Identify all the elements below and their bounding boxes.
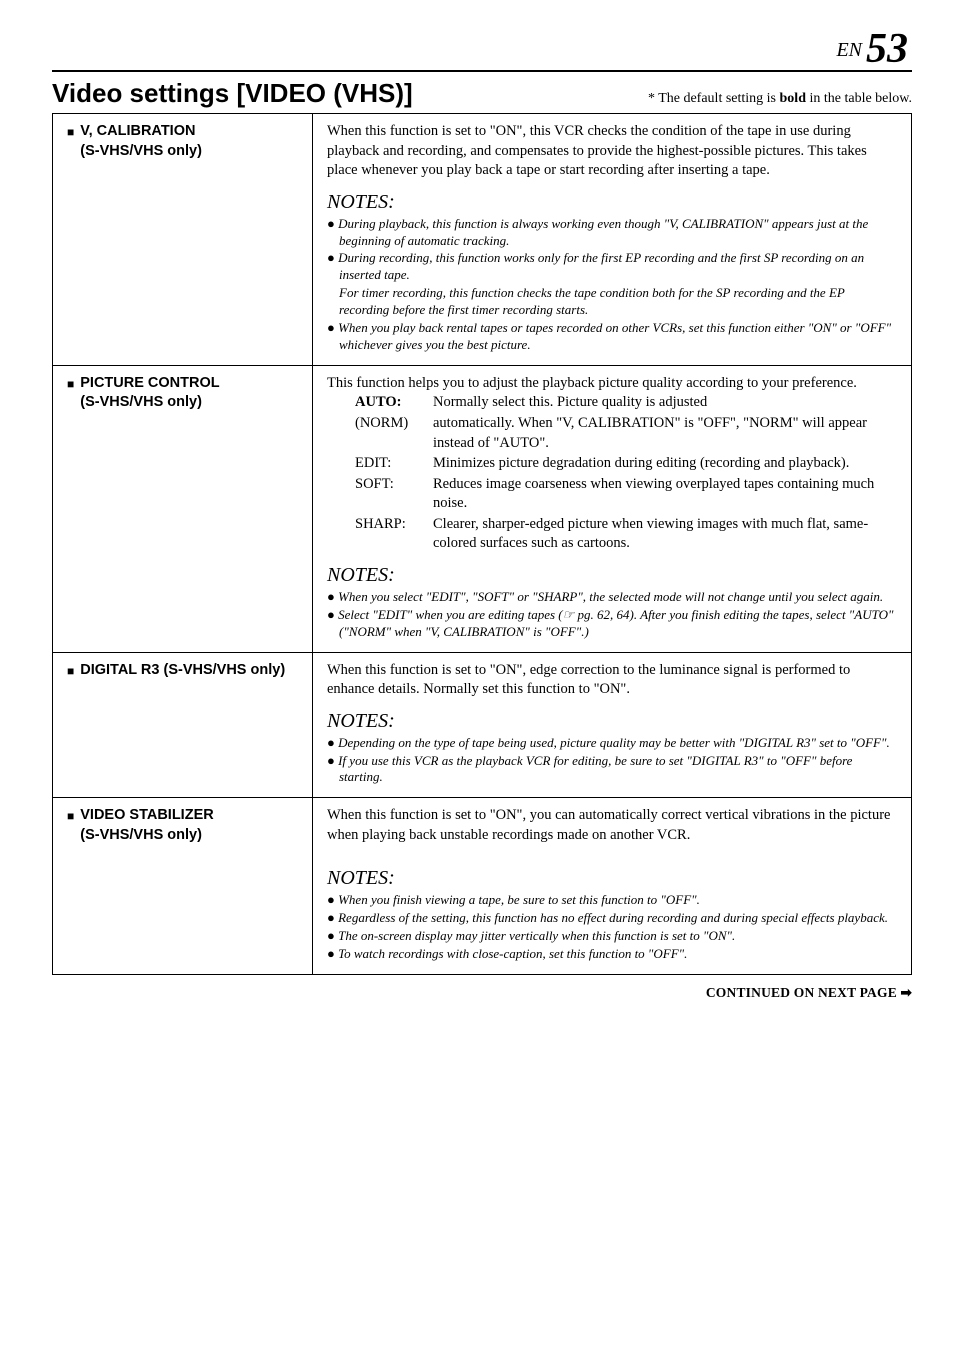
heading-main: VIDEO STABILIZER	[80, 807, 213, 823]
heading-sub: (S-VHS/VHS only)	[80, 394, 202, 410]
heading-sub: (S-VHS/VHS only)	[80, 827, 202, 843]
page-num: 53	[866, 26, 908, 72]
setting-heading: ■ VIDEO STABILIZER (S-VHS/VHS only)	[67, 806, 298, 845]
def-key: SOFT:	[355, 475, 425, 514]
page-title: Video settings [VIDEO (VHS)]	[52, 78, 413, 109]
heading-text: VIDEO STABILIZER (S-VHS/VHS only)	[80, 806, 213, 845]
notes-list: ● When you finish viewing a tape, be sur…	[327, 892, 897, 963]
default-note-pre: * The default setting is	[648, 91, 780, 106]
def-val: Minimizes picture degradation during edi…	[433, 454, 897, 474]
setting-label-cell: ■ DIGITAL R3 (S-VHS/VHS only)	[53, 652, 313, 798]
note-item: ● When you finish viewing a tape, be sur…	[327, 892, 897, 909]
def-key: AUTO:	[355, 393, 425, 413]
continued-note: CONTINUED ON NEXT PAGE ➡	[52, 985, 912, 1001]
setting-body-cell: This function helps you to adjust the pl…	[313, 365, 912, 652]
default-note: * The default setting is bold in the tab…	[648, 91, 912, 107]
square-icon: ■	[67, 806, 74, 828]
setting-body-cell: When this function is set to "ON", you c…	[313, 798, 912, 975]
heading-text: V, CALIBRATION (S-VHS/VHS only)	[80, 122, 202, 161]
note-item: ● If you use this VCR as the playback VC…	[327, 753, 897, 787]
square-icon: ■	[67, 661, 74, 683]
page-number-row: EN53	[52, 28, 912, 72]
table-row: ■ VIDEO STABILIZER (S-VHS/VHS only) When…	[53, 798, 912, 975]
notes-heading: NOTES:	[327, 867, 897, 890]
setting-label-cell: ■ VIDEO STABILIZER (S-VHS/VHS only)	[53, 798, 313, 975]
setting-body-cell: When this function is set to "ON", edge …	[313, 652, 912, 798]
note-item: ● Regardless of the setting, this functi…	[327, 910, 897, 927]
notes-heading: NOTES:	[327, 564, 897, 587]
def-key: (NORM)	[355, 414, 425, 453]
note-item: ● When you play back rental tapes or tap…	[327, 320, 897, 354]
table-row: ■ DIGITAL R3 (S-VHS/VHS only) When this …	[53, 652, 912, 798]
table-row: ■ PICTURE CONTROL (S-VHS/VHS only) This …	[53, 365, 912, 652]
setting-label-cell: ■ V, CALIBRATION (S-VHS/VHS only)	[53, 114, 313, 366]
setting-label-cell: ■ PICTURE CONTROL (S-VHS/VHS only)	[53, 365, 313, 652]
body-text: When this function is set to "ON", you c…	[327, 806, 897, 845]
setting-heading: ■ V, CALIBRATION (S-VHS/VHS only)	[67, 122, 298, 161]
note-item: ● To watch recordings with close-caption…	[327, 946, 897, 963]
notes-list: ● When you select "EDIT", "SOFT" or "SHA…	[327, 589, 897, 641]
notes-heading: NOTES:	[327, 191, 897, 214]
heading-main: V, CALIBRATION	[80, 123, 195, 139]
notes-heading: NOTES:	[327, 710, 897, 733]
heading-main: DIGITAL R3 (S-VHS/VHS only)	[80, 661, 285, 681]
note-item: ● Select "EDIT" when you are editing tap…	[327, 607, 897, 641]
setting-heading: ■ PICTURE CONTROL (S-VHS/VHS only)	[67, 374, 298, 413]
def-key: SHARP:	[355, 515, 425, 554]
def-val: Normally select this. Picture quality is…	[433, 393, 897, 413]
table-row: ■ V, CALIBRATION (S-VHS/VHS only) When t…	[53, 114, 912, 366]
default-note-bold: bold	[780, 91, 806, 106]
note-item: ● When you select "EDIT", "SOFT" or "SHA…	[327, 589, 897, 606]
page-number: EN53	[52, 28, 912, 70]
setting-body-cell: When this function is set to "ON", this …	[313, 114, 912, 366]
notes-list: ● During playback, this function is alwa…	[327, 216, 897, 354]
square-icon: ■	[67, 122, 74, 144]
note-item: ● During recording, this function works …	[327, 250, 897, 284]
definition-list: AUTO: Normally select this. Picture qual…	[355, 393, 897, 554]
body-text: When this function is set to "ON", this …	[327, 122, 897, 181]
title-row: Video settings [VIDEO (VHS)] * The defau…	[52, 78, 912, 109]
page-prefix: EN	[836, 39, 862, 61]
heading-text: PICTURE CONTROL (S-VHS/VHS only)	[80, 374, 219, 413]
heading-sub: (S-VHS/VHS only)	[80, 143, 202, 159]
note-item: For timer recording, this function check…	[327, 285, 897, 319]
def-key: EDIT:	[355, 454, 425, 474]
note-item: ● Depending on the type of tape being us…	[327, 735, 897, 752]
note-item: ● During playback, this function is alwa…	[327, 216, 897, 250]
def-val: automatically. When "V, CALIBRATION" is …	[433, 414, 897, 453]
square-icon: ■	[67, 374, 74, 396]
settings-table: ■ V, CALIBRATION (S-VHS/VHS only) When t…	[52, 113, 912, 975]
body-text: This function helps you to adjust the pl…	[327, 374, 897, 394]
def-val: Reduces image coarseness when viewing ov…	[433, 475, 897, 514]
setting-heading: ■ DIGITAL R3 (S-VHS/VHS only)	[67, 661, 298, 683]
def-val: Clearer, sharper-edged picture when view…	[433, 515, 897, 554]
default-note-post: in the table below.	[806, 91, 912, 106]
heading-main: PICTURE CONTROL	[80, 375, 219, 391]
notes-list: ● Depending on the type of tape being us…	[327, 735, 897, 787]
note-item: ● The on-screen display may jitter verti…	[327, 928, 897, 945]
body-text: When this function is set to "ON", edge …	[327, 661, 897, 700]
